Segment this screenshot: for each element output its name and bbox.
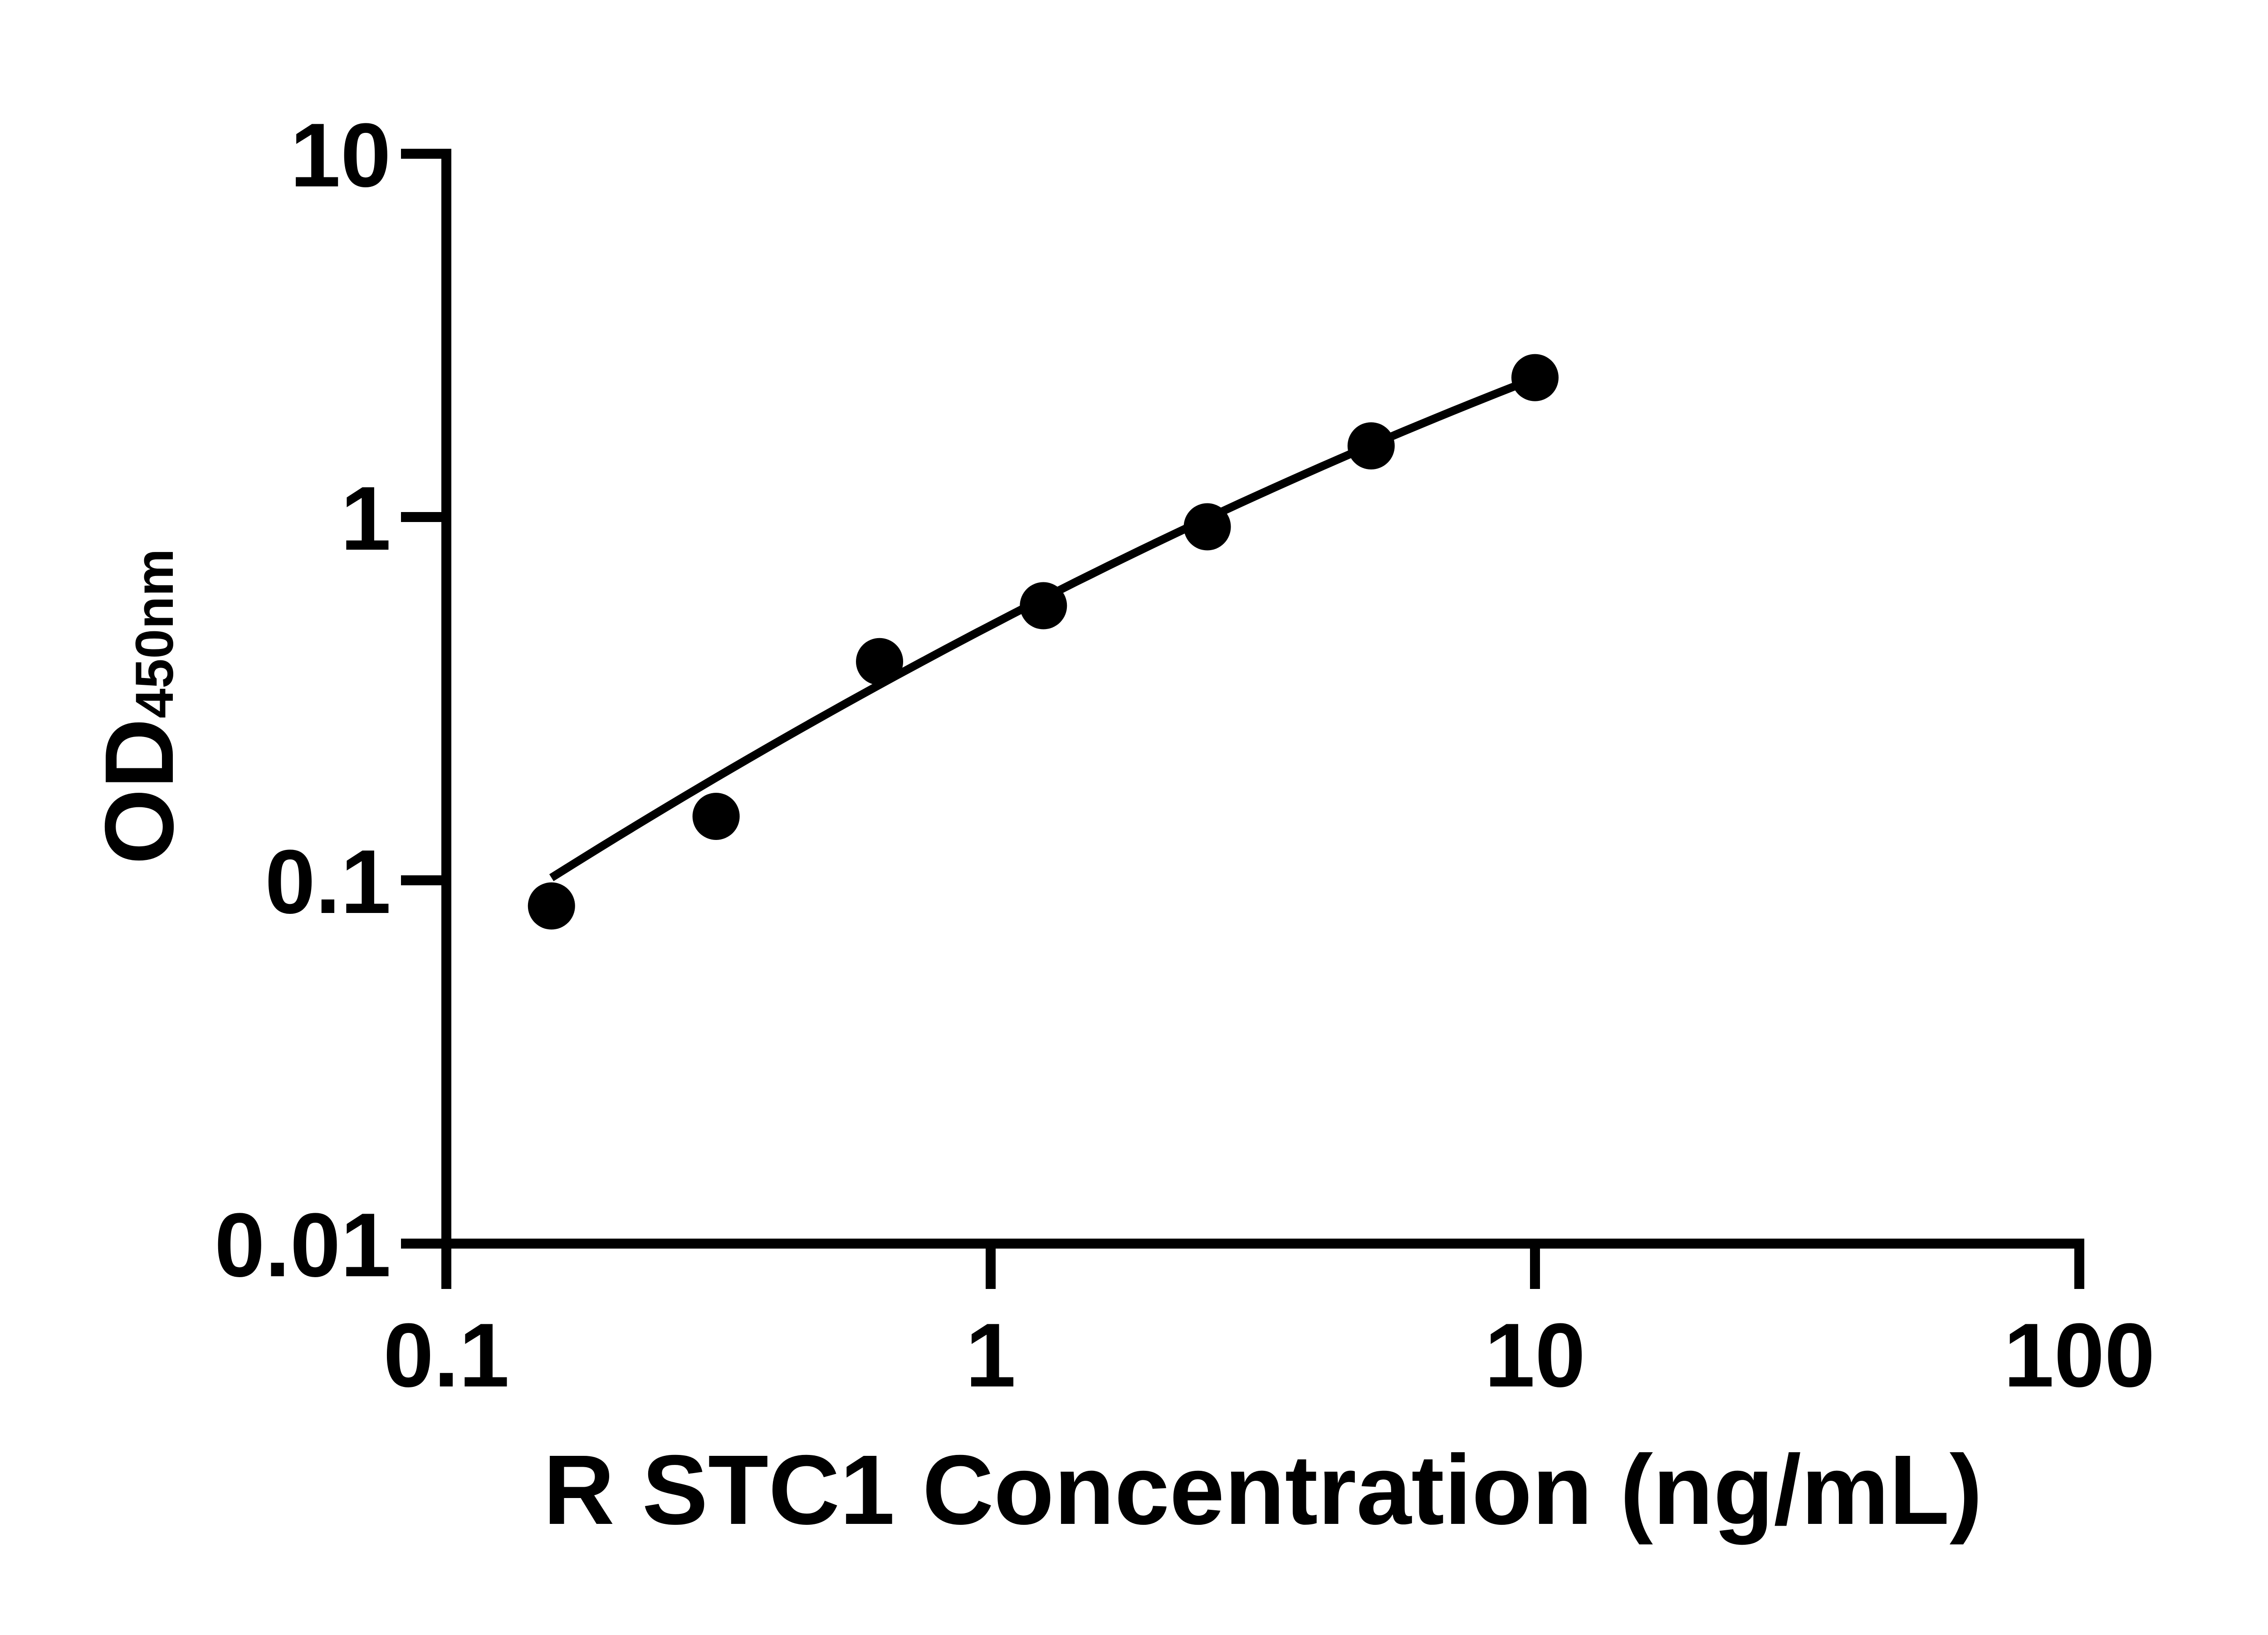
x-tick-label-10: 10 [1485,1305,1585,1406]
y-tick-label-0.1: 0.1 [265,831,391,932]
y-axis-title-main: OD [84,718,194,865]
y-tick-label-0.01: 0.01 [215,1195,391,1296]
x-tick-label-0.1: 0.1 [383,1305,509,1406]
data-point-5 [1347,422,1395,470]
data-point-6 [1511,354,1559,401]
data-point-2 [856,638,904,685]
x-tick-label-100: 100 [2004,1305,2155,1406]
x-tick-label-1: 1 [965,1305,1016,1406]
y-axis-title: OD450nm [84,549,194,864]
data-points-group [528,354,1559,930]
data-point-0 [528,882,575,930]
axis-ticks [401,149,2084,1289]
y-axis-title-sub: 450nm [125,549,185,718]
data-point-3 [1020,582,1067,630]
data-point-4 [1183,503,1231,551]
x-axis-title: R STC1 Concentration (ng/mL) [543,1435,1982,1545]
axes [441,149,2084,1249]
y-tick-label-1: 1 [341,468,391,569]
y-tick-label-10: 10 [290,105,391,206]
data-point-1 [692,792,740,840]
